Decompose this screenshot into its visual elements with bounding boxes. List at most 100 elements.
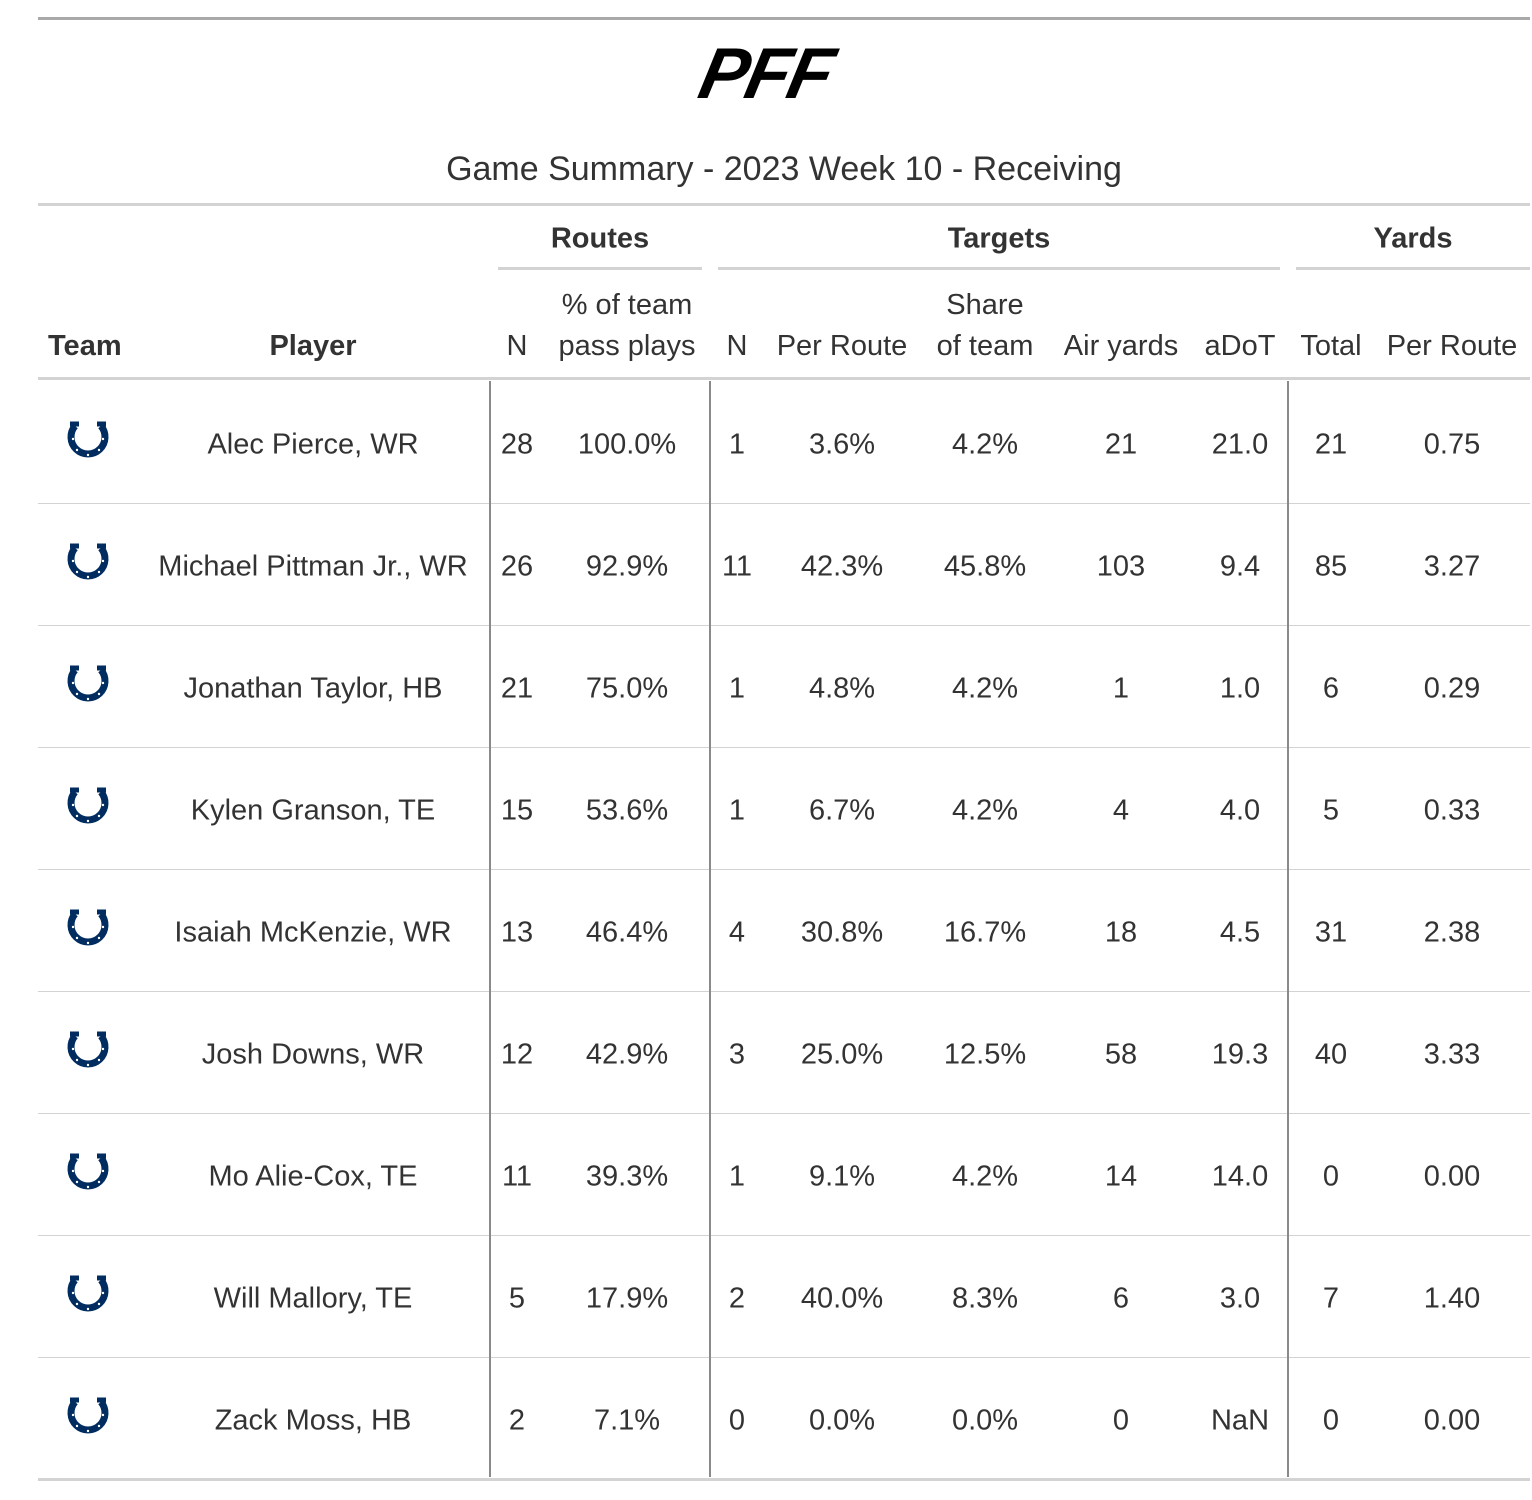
stat-cell: 40.0%: [800, 1282, 884, 1315]
stat-cell: 0.0%: [808, 1404, 876, 1437]
horseshoe-nails: [71, 681, 105, 701]
stat-cell: 7.1%: [593, 1404, 661, 1437]
team-logo: [66, 540, 110, 584]
stat-cell: 103: [1096, 550, 1146, 583]
column-label: Player: [269, 330, 357, 362]
stat-cell: 0.00: [1423, 1404, 1481, 1437]
stat-cell: 3.33: [1423, 1038, 1481, 1071]
team-logo: [66, 1272, 110, 1316]
stat-cell: 100.0%: [577, 428, 677, 461]
spanner-rule: [498, 267, 702, 270]
stat-cell: 0: [1322, 1160, 1340, 1193]
stat-cell: 1.0: [1219, 672, 1261, 705]
stat-cell: 58: [1104, 1038, 1138, 1071]
player-name: Kylen Granson, TE: [190, 794, 436, 827]
horseshoe: [67, 787, 109, 824]
stat-cell: 1: [728, 1160, 746, 1193]
horseshoe: [67, 665, 109, 702]
spanner-rule: [1296, 267, 1530, 270]
stat-cell: 0.0%: [951, 1404, 1019, 1437]
stat-cell: 0.29: [1423, 672, 1481, 705]
stat-cell: 21.0: [1211, 428, 1269, 461]
player-name: Zack Moss, HB: [214, 1404, 412, 1437]
stat-cell: 4.5: [1219, 916, 1261, 949]
stat-cell: 0: [1112, 1404, 1130, 1437]
stat-cell: 31: [1314, 916, 1348, 949]
player-name: Mo Alie-Cox, TE: [208, 1160, 418, 1193]
column-label: aDoT: [1204, 330, 1276, 362]
logo: PFF: [692, 34, 840, 114]
horseshoe-nails: [71, 1047, 105, 1067]
stat-cell: 40: [1314, 1038, 1348, 1071]
stat-cell: 6: [1112, 1282, 1130, 1315]
horseshoe: [67, 543, 109, 580]
stat-cell: 4.2%: [951, 428, 1019, 461]
horseshoe-nails: [71, 925, 105, 945]
horseshoe-nails: [71, 437, 105, 457]
row-rule: [38, 1235, 1530, 1236]
team-logo: [66, 1028, 110, 1072]
stat-cell: 30.8%: [800, 916, 884, 949]
horseshoe: [67, 1031, 109, 1068]
stat-cell: 21: [1314, 428, 1348, 461]
spanner-label: Routes: [550, 222, 650, 255]
column-divider: [489, 381, 491, 1477]
player-name: Will Mallory, TE: [213, 1282, 413, 1315]
stat-cell: 21: [1104, 428, 1138, 461]
stat-cell: 5: [1322, 794, 1340, 827]
horseshoe-nails: [71, 1169, 105, 1189]
spanner-label: Yards: [1373, 222, 1453, 255]
header-rule: [38, 377, 1530, 380]
player-name: Michael Pittman Jr., WR: [158, 550, 468, 583]
stat-cell: 9.1%: [808, 1160, 876, 1193]
stat-cell: 5: [508, 1282, 526, 1315]
stat-cell: 28: [500, 428, 534, 461]
stat-cell: 12: [500, 1038, 534, 1071]
title: Game Summary - 2023 Week 10 - Receiving: [446, 150, 1122, 188]
horseshoe: [67, 421, 109, 458]
stat-cell: 39.3%: [585, 1160, 669, 1193]
row-rule: [38, 1113, 1530, 1114]
horseshoe: [67, 1275, 109, 1312]
stat-cell: NaN: [1210, 1404, 1270, 1437]
stat-cell: 12.5%: [943, 1038, 1027, 1071]
stat-cell: 4.2%: [951, 794, 1019, 827]
team-logo: [66, 418, 110, 462]
stat-cell: 75.0%: [585, 672, 669, 705]
stat-cell: 2: [508, 1404, 526, 1437]
bottom-rule: [38, 1478, 1530, 1481]
stat-cell: 4: [728, 916, 746, 949]
row-rule: [38, 747, 1530, 748]
column-label: Total: [1300, 330, 1362, 362]
stat-cell: 6: [1322, 672, 1340, 705]
stat-cell: 13: [500, 916, 534, 949]
stat-cell: 6.7%: [808, 794, 876, 827]
stat-cell: 45.8%: [943, 550, 1027, 583]
title-rule: [38, 203, 1530, 206]
stat-cell: 8.3%: [951, 1282, 1019, 1315]
spanner-rule: [718, 267, 1280, 270]
stat-cell: 19.3: [1211, 1038, 1269, 1071]
stat-cell: 42.3%: [800, 550, 884, 583]
stat-cell: 21: [500, 672, 534, 705]
stat-cell: 0.75: [1423, 428, 1481, 461]
column-label: Per Route: [776, 330, 908, 362]
stat-cell: 0: [1322, 1404, 1340, 1437]
row-rule: [38, 869, 1530, 870]
team-logo: [66, 1150, 110, 1194]
stat-cell: 3.27: [1423, 550, 1481, 583]
column-label: of team: [936, 330, 1034, 362]
player-name: Alec Pierce, WR: [207, 428, 419, 461]
stat-cell: 1: [1112, 672, 1130, 705]
stat-cell: 4.8%: [808, 672, 876, 705]
stat-cell: 42.9%: [585, 1038, 669, 1071]
stat-cell: 3.0: [1219, 1282, 1261, 1315]
stat-cell: 11: [501, 1160, 533, 1193]
column-label: % of team: [561, 289, 693, 321]
team-logo: [66, 784, 110, 828]
horseshoe-nails: [71, 1413, 105, 1433]
stat-cell: 3: [728, 1038, 746, 1071]
stat-cell: 0: [728, 1404, 746, 1437]
stat-cell: 14: [1104, 1160, 1138, 1193]
horseshoe-nails: [71, 559, 105, 579]
